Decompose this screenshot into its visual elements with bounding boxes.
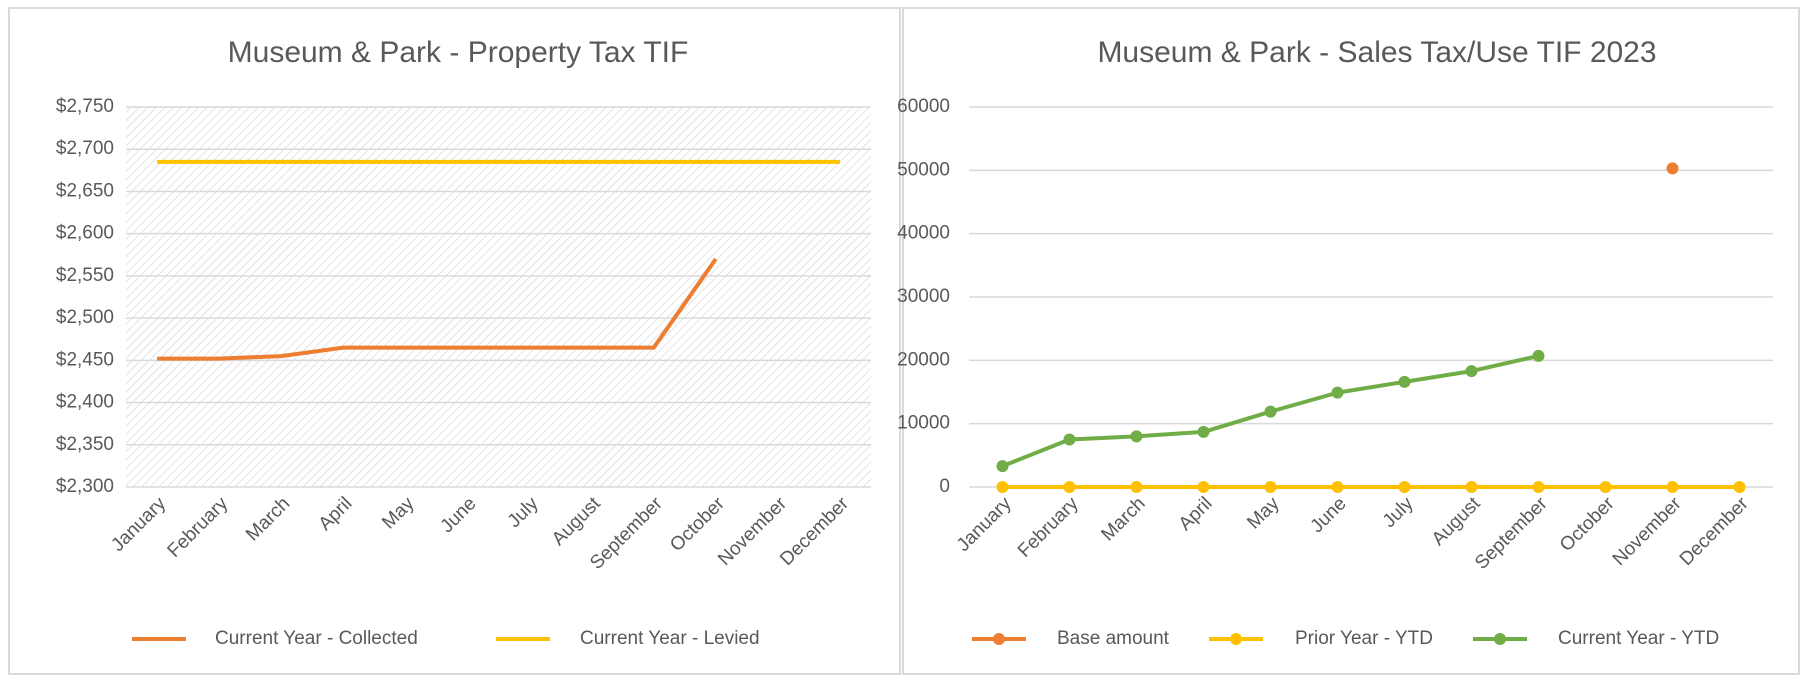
legend-label: Current Year - YTD (1558, 628, 1719, 649)
y-tick-label: $2,400 (56, 392, 114, 413)
y-tick-label: 0 (939, 476, 950, 497)
marker (996, 460, 1009, 473)
y-tick-label: $2,300 (56, 476, 114, 497)
marker (1264, 405, 1277, 418)
marker (1733, 481, 1746, 493)
marker (1063, 433, 1076, 446)
marker (1666, 481, 1679, 493)
legend-marker (1494, 633, 1506, 645)
marker (1063, 481, 1076, 493)
legend-label: Current Year - Levied (580, 628, 760, 649)
y-tick-label: $2,350 (56, 434, 114, 455)
marker (1532, 349, 1545, 362)
panel (902, 7, 1800, 675)
marker (1465, 365, 1478, 378)
series-line (157, 257, 718, 361)
y-tick-label: $2,500 (56, 307, 114, 328)
legend-marker (993, 633, 1005, 645)
y-tick-label: $2,450 (56, 349, 114, 370)
y-tick-label: $2,550 (56, 265, 114, 286)
y-tick-label: 50000 (897, 159, 950, 180)
chart-title: Museum & Park - Sales Tax/Use TIF 2023 (1097, 36, 1656, 69)
marker (1197, 425, 1210, 438)
y-tick-label: $2,750 (56, 96, 114, 117)
marker (1331, 481, 1344, 493)
marker (1532, 481, 1545, 493)
marker (1331, 386, 1344, 399)
y-tick-label: 60000 (897, 96, 950, 117)
legend-marker (1230, 633, 1242, 645)
y-tick-label: 40000 (897, 223, 950, 244)
legend-label: Current Year - Collected (215, 628, 418, 649)
y-tick-label: $2,700 (56, 138, 114, 159)
legend-label: Prior Year - YTD (1295, 628, 1433, 649)
y-tick-label: $2,650 (56, 180, 114, 201)
marker (1398, 481, 1411, 493)
marker (1465, 481, 1478, 493)
marker (1264, 481, 1277, 493)
y-tick-label: 30000 (897, 286, 950, 307)
y-tick-label: 20000 (897, 349, 950, 370)
plot-background (126, 107, 871, 487)
marker (996, 481, 1009, 493)
marker (1197, 481, 1210, 493)
marker (1398, 375, 1411, 388)
y-tick-label: $2,600 (56, 223, 114, 244)
y-tick-label: 10000 (897, 413, 950, 434)
marker (1130, 481, 1143, 493)
chart-title: Museum & Park - Property Tax TIF (228, 36, 689, 69)
marker (1130, 430, 1143, 443)
legend-label: Base amount (1057, 628, 1170, 649)
marker (1666, 162, 1679, 175)
marker (1599, 481, 1612, 493)
